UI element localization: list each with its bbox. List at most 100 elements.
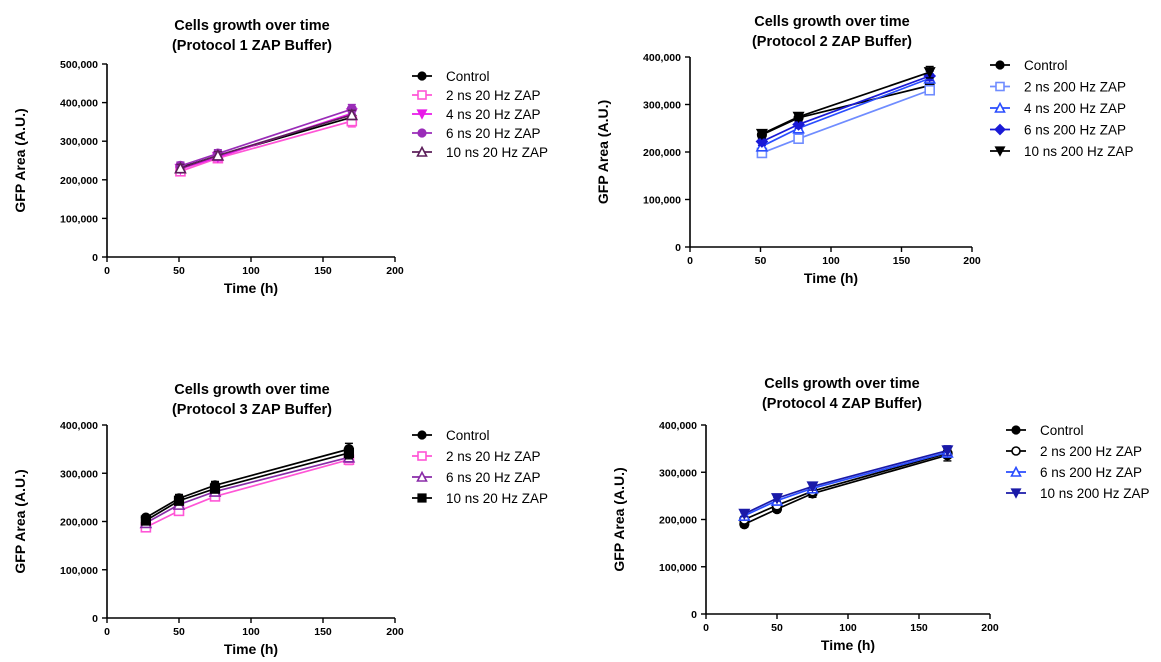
legend-marker — [416, 470, 428, 482]
legend-item: 2 ns 200 Hz ZAP — [990, 80, 1126, 95]
x-tick-label: 100 — [242, 265, 260, 277]
series-5 — [174, 108, 359, 174]
x-tick-label: 0 — [703, 622, 709, 634]
y-tick-label: 200,000 — [643, 147, 681, 159]
y-tick-label: 0 — [92, 252, 98, 264]
x-tick-label: 50 — [771, 622, 783, 634]
x-tick-label: 200 — [963, 255, 981, 267]
x-tick-label: 200 — [981, 622, 999, 634]
legend-item: 4 ns 200 Hz ZAP — [990, 101, 1126, 116]
x-tick-label: 50 — [173, 626, 185, 638]
x-tick-label: 50 — [173, 265, 185, 277]
series-line — [743, 451, 948, 517]
legend-marker — [1011, 446, 1021, 456]
y-tick-label: 0 — [92, 613, 98, 625]
legend-marker — [417, 430, 427, 440]
legend-label: 6 ns 20 Hz ZAP — [446, 126, 541, 141]
legend: Control 2 ns 20 Hz ZAP 6 ns 20 Hz ZAP 10 ns… — [412, 428, 548, 506]
data-point — [923, 67, 936, 79]
legend-label: 6 ns 200 Hz ZAP — [1024, 123, 1126, 138]
legend: Control 2 ns 200 Hz ZAP 6 ns 200 Hz ZAP 10 … — [1006, 423, 1150, 501]
legend-item: Control — [412, 428, 490, 443]
legend-label: 2 ns 20 Hz ZAP — [446, 88, 541, 103]
x-tick-label: 0 — [104, 265, 110, 277]
y-tick-label: 400,000 — [60, 98, 98, 110]
chart-subtitle: (Protocol 2 ZAP Buffer) — [752, 34, 912, 50]
data-point — [755, 128, 768, 141]
x-tick-label: 150 — [893, 255, 911, 267]
legend-item: 10 ns 20 Hz ZAP — [412, 145, 548, 160]
legend-item: 6 ns 200 Hz ZAP — [990, 123, 1126, 138]
legend-marker — [417, 451, 427, 461]
legend-label: Control — [446, 69, 490, 84]
legend-marker — [1010, 465, 1022, 477]
legend-marker — [416, 109, 428, 120]
data-point — [343, 447, 355, 459]
legend-marker — [995, 60, 1005, 70]
legend-label: 6 ns 20 Hz ZAP — [446, 470, 541, 485]
series-line — [180, 114, 353, 170]
x-tick-label: 100 — [822, 255, 840, 267]
x-tick-label: 200 — [386, 265, 404, 277]
data-point — [738, 508, 751, 521]
y-axis-label: GFP Area (A.U.) — [12, 108, 28, 212]
y-tick-label: 100,000 — [659, 562, 697, 574]
series-line — [761, 77, 931, 148]
legend: Control 2 ns 200 Hz ZAP 4 ns 200 Hz ZAP 6 n… — [990, 58, 1134, 159]
legend-marker — [417, 71, 427, 81]
legend-label: 2 ns 200 Hz ZAP — [1024, 80, 1126, 95]
data-point — [140, 515, 151, 526]
data-point — [755, 135, 769, 148]
series-2 — [140, 454, 355, 533]
legend: Control 2 ns 20 Hz ZAP 4 ns 20 Hz ZAP 6 ns … — [412, 69, 548, 160]
x-axis-label: Time (h) — [224, 280, 278, 296]
y-tick-label: 0 — [691, 609, 697, 621]
y-tick-label: 100,000 — [60, 213, 98, 225]
legend-marker — [416, 145, 428, 157]
legend-marker — [417, 493, 427, 503]
series-4 — [738, 445, 954, 521]
x-tick-label: 100 — [242, 626, 260, 638]
chart-panel-4: Cells growth over time (Protocol 4 ZAP Bu… — [611, 376, 1150, 653]
y-tick-label: 300,000 — [60, 468, 98, 480]
chart-panel-2: Cells growth over time (Protocol 2 ZAP Bu… — [595, 14, 1134, 286]
data-point — [941, 445, 954, 457]
legend-item: 2 ns 20 Hz ZAP — [412, 449, 541, 464]
data-point — [793, 133, 804, 144]
x-axis-label: Time (h) — [224, 641, 278, 657]
y-tick-label: 400,000 — [659, 420, 697, 432]
legend-label: 10 ns 20 Hz ZAP — [446, 491, 548, 506]
series-2 — [756, 84, 936, 159]
chart-title: Cells growth over time — [174, 382, 330, 398]
data-point — [211, 148, 225, 161]
data-point — [771, 493, 783, 505]
series-4 — [140, 446, 355, 526]
chart-panel-1: Cells growth over time (Protocol 1 ZAP Bu… — [12, 18, 548, 296]
y-tick-label: 100,000 — [643, 195, 681, 207]
legend-label: 4 ns 20 Hz ZAP — [446, 107, 541, 122]
legend-item: 10 ns 20 Hz ZAP — [412, 491, 548, 506]
series-line — [761, 75, 930, 143]
series-line — [145, 458, 350, 529]
y-tick-label: 200,000 — [659, 515, 697, 527]
legend-item: 10 ns 200 Hz ZAP — [990, 144, 1134, 159]
legend-marker — [994, 101, 1006, 113]
legend-label: Control — [1040, 423, 1084, 438]
x-tick-label: 0 — [687, 255, 693, 267]
series-line — [743, 454, 948, 525]
x-tick-label: 100 — [839, 622, 857, 634]
legend-item: Control — [1006, 423, 1084, 438]
y-tick-label: 200,000 — [60, 175, 98, 187]
chart-subtitle: (Protocol 3 ZAP Buffer) — [172, 402, 332, 418]
legend-item: 10 ns 200 Hz ZAP — [1006, 486, 1150, 501]
x-tick-label: 150 — [314, 265, 332, 277]
legend-label: 10 ns 200 Hz ZAP — [1024, 144, 1134, 159]
y-tick-label: 500,000 — [60, 59, 98, 71]
x-tick-label: 50 — [755, 255, 767, 267]
data-point — [806, 481, 819, 493]
legend-item: 4 ns 20 Hz ZAP — [412, 107, 541, 122]
y-tick-label: 400,000 — [60, 420, 98, 432]
series-line — [145, 456, 350, 524]
series-3 — [139, 450, 356, 529]
